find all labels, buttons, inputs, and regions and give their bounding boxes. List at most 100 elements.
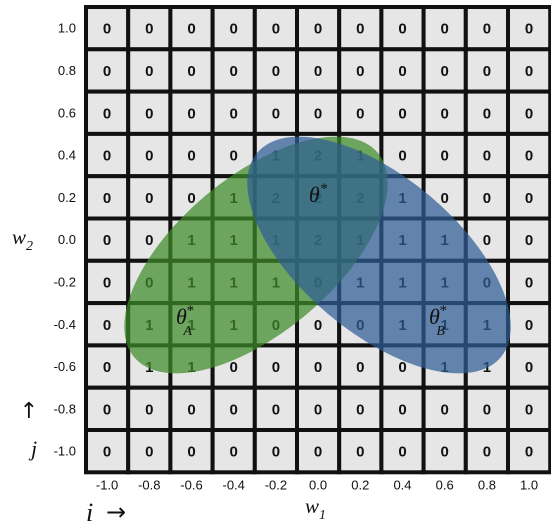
grid-cell-value: 0 xyxy=(145,63,153,80)
grid-cell-value: 0 xyxy=(230,63,238,80)
x-tick-label: 0.0 xyxy=(309,478,327,493)
grid-cell-value: 0 xyxy=(441,444,449,461)
grid-cell-value: 0 xyxy=(356,359,364,376)
grid-cell-value: 0 xyxy=(145,148,153,165)
grid-cell: 0 xyxy=(506,385,551,433)
grid-cell: 0 xyxy=(463,174,510,221)
grid-cell: 0 xyxy=(84,385,131,433)
grid-cell-value: 0 xyxy=(272,21,280,38)
grid-cell: 0 xyxy=(126,385,173,433)
grid-cell: 0 xyxy=(295,385,342,433)
grid-cell-value: 0 xyxy=(483,401,491,418)
i-index-label: i xyxy=(86,498,93,525)
grid-cell: 0 xyxy=(337,47,384,94)
grid-cell-box xyxy=(168,89,215,136)
grid-cell: 0 xyxy=(421,428,468,475)
grid-cell-value: 0 xyxy=(398,105,406,122)
grid-cell: 0 xyxy=(337,343,384,390)
y-tick-label: -0.8 xyxy=(54,401,76,416)
x-tick-label: -0.2 xyxy=(265,478,287,493)
grid-cell-value: 0 xyxy=(314,21,322,38)
j-index-label: j xyxy=(28,436,37,461)
grid-cell-value: 0 xyxy=(272,63,280,80)
grid-cell-box xyxy=(252,428,300,475)
grid-cell-box xyxy=(84,428,131,475)
grid-cell: 0 xyxy=(379,89,426,136)
grid-cell: 0 xyxy=(84,89,131,136)
grid-cell-value: 0 xyxy=(230,359,238,376)
grid-cell: 0 xyxy=(252,343,300,390)
grid-cell: 0 xyxy=(295,428,342,475)
y-tick-label: 0.0 xyxy=(58,232,76,247)
grid-cell-value: 0 xyxy=(525,63,533,80)
grid-cell: 0 xyxy=(295,47,342,94)
grid-cell-value: 0 xyxy=(103,63,111,80)
y-tick-label: 0.4 xyxy=(58,148,76,163)
grid-cell: 0 xyxy=(252,428,300,475)
grid-cell: 0 xyxy=(252,5,300,52)
grid-cell-value: 0 xyxy=(103,359,111,376)
grid-cell-box xyxy=(379,89,426,136)
region-b-ellipse xyxy=(247,136,511,374)
x-tick-label: 0.2 xyxy=(351,478,369,493)
x-tick-label: 1.0 xyxy=(520,478,538,493)
grid-cell: 0 xyxy=(463,47,510,94)
grid-cell-value: 0 xyxy=(314,444,322,461)
grid-cell-value: 0 xyxy=(103,317,111,334)
grid-cell-value: 0 xyxy=(103,148,111,165)
grid-cell: 0 xyxy=(337,428,384,475)
grid-cell-box xyxy=(421,385,468,433)
x-tick-label: -1.0 xyxy=(96,478,118,493)
grid-cell: 0 xyxy=(379,428,426,475)
grid-cell-value: 0 xyxy=(483,105,491,122)
grid-cell: 0 xyxy=(337,5,384,52)
grid-cell-value: 0 xyxy=(398,21,406,38)
grid-cell: 0 xyxy=(84,301,131,348)
grid-cell-value: 0 xyxy=(314,105,322,122)
x-tick-label: 0.4 xyxy=(393,478,411,493)
grid-cell: 0 xyxy=(168,5,215,52)
grid-cell: 0 xyxy=(210,89,257,136)
grid-cell: 0 xyxy=(126,174,173,221)
theta-a-label: θ* A xyxy=(176,303,194,339)
grid-cell: 0 xyxy=(126,89,173,136)
grid-cell-value: 0 xyxy=(398,63,406,80)
grid-cell: 0 xyxy=(379,385,426,433)
grid-cell: 0 xyxy=(463,5,510,52)
grid-cell-value: 0 xyxy=(187,21,195,38)
grid-cell-value: 0 xyxy=(525,444,533,461)
up-arrow-icon: ↑ xyxy=(20,399,38,424)
grid-cell: 0 xyxy=(379,5,426,52)
x-tick-label: 0.8 xyxy=(478,478,496,493)
grid-cell-value: 0 xyxy=(525,148,533,165)
grid-cell-value: 0 xyxy=(314,359,322,376)
y-tick-label: -1.0 xyxy=(54,444,76,459)
grid-cell-box xyxy=(252,47,300,94)
grid-cell: 0 xyxy=(463,385,510,433)
grid-cell-value: 0 xyxy=(187,148,195,165)
grid-cell: 0 xyxy=(168,428,215,475)
grid-cell-value: 0 xyxy=(145,105,153,122)
grid-cell-value: 0 xyxy=(230,148,238,165)
grid-cell-box xyxy=(506,258,551,306)
grid-cell: 0 xyxy=(126,47,173,94)
grid-cell: 0 xyxy=(506,428,551,475)
grid-cell-value: 0 xyxy=(525,190,533,207)
grid-cell-value: 0 xyxy=(145,444,153,461)
grid-cell-value: 0 xyxy=(525,105,533,122)
y-tick-label: -0.4 xyxy=(54,317,76,332)
grid-cell: 0 xyxy=(463,428,510,475)
grid-cell-value: 0 xyxy=(525,21,533,38)
grid-cell-box xyxy=(84,385,131,433)
grid-cell-value: 0 xyxy=(145,232,153,249)
grid-cell-value: 0 xyxy=(145,21,153,38)
grid-cell-value: 0 xyxy=(103,190,111,207)
x-tick-label: 0.6 xyxy=(436,478,454,493)
grid-cell: 0 xyxy=(337,89,384,136)
grid-cell: 0 xyxy=(84,343,131,390)
grid-cell: 0 xyxy=(506,47,551,94)
grid-cell: 0 xyxy=(252,89,300,136)
grid-cell-value: 0 xyxy=(483,190,491,207)
grid-cell-value: 0 xyxy=(356,105,364,122)
grid-cell-value: 0 xyxy=(356,21,364,38)
